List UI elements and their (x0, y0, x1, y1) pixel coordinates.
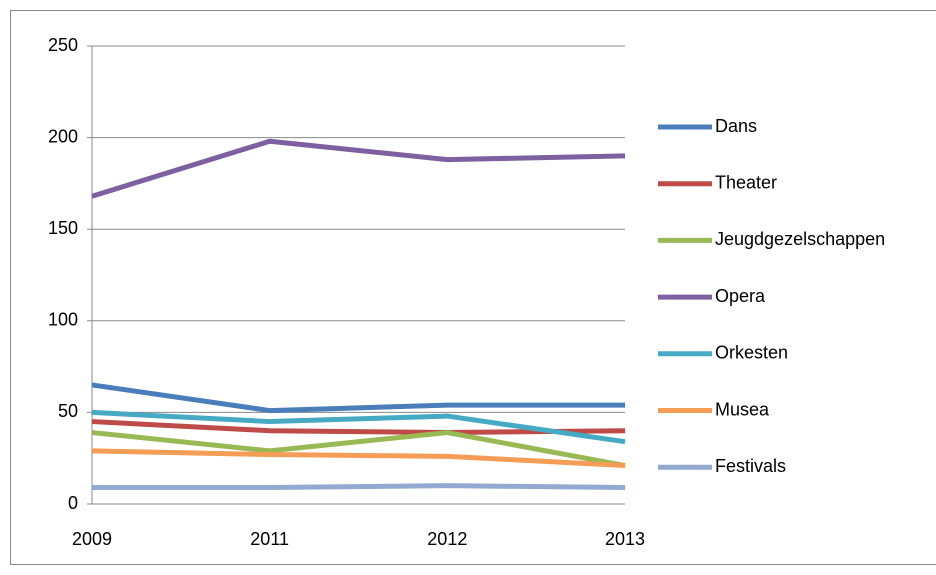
series-line (92, 483, 626, 491)
x-tick-label: 2011 (250, 529, 289, 549)
legend-label: Festivals (715, 456, 786, 476)
y-tick-label: 0 (68, 493, 78, 513)
y-tick-label: 250 (48, 35, 78, 55)
y-tick-label: 100 (48, 310, 78, 330)
legend-label: Jeugdgezelschappen (715, 229, 885, 249)
y-tick-label: 150 (48, 218, 78, 238)
x-tick-label: 2013 (605, 529, 645, 549)
y-tick-label: 200 (48, 126, 78, 146)
series-line (91, 448, 626, 469)
chart-frame (10, 10, 936, 565)
series-line (91, 138, 626, 199)
x-tick-label: 2009 (72, 529, 112, 549)
legend-label: Musea (715, 399, 770, 419)
series-line (91, 419, 626, 436)
x-tick-label: 2012 (427, 529, 467, 549)
series-line (91, 430, 626, 468)
series-line (91, 382, 625, 414)
legend-label: Theater (715, 172, 777, 192)
legend-label: Orkesten (715, 343, 788, 363)
series-line (91, 409, 626, 445)
y-tick-label: 50 (58, 401, 78, 421)
legend-label: Dans (715, 116, 757, 136)
legend-label: Opera (715, 286, 766, 306)
